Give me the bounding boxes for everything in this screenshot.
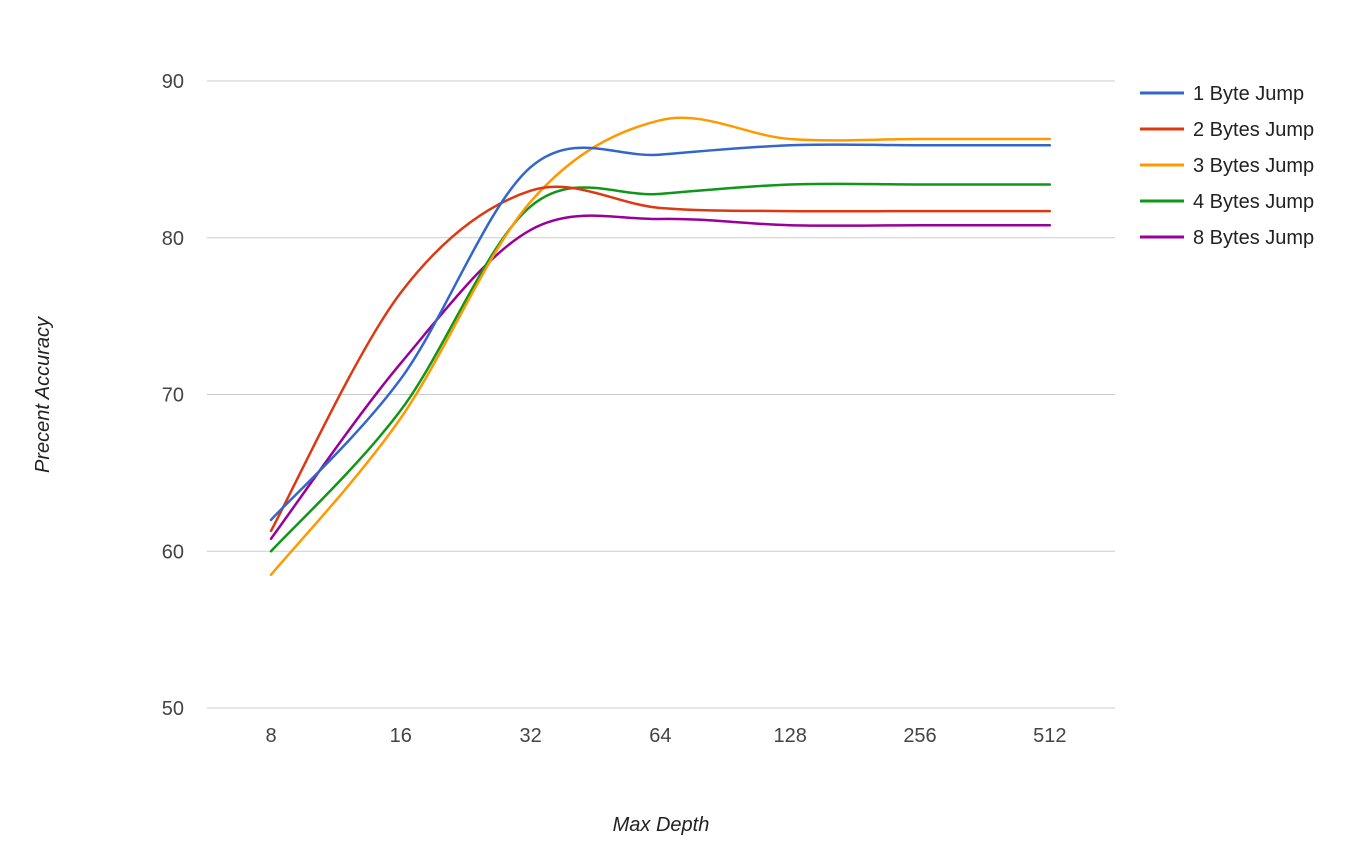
legend-label: 2 Bytes Jump	[1193, 119, 1314, 141]
series-line-3-bytes-jump	[271, 118, 1050, 575]
series-line-2-bytes-jump	[271, 187, 1050, 531]
y-tick-label: 70	[162, 385, 184, 407]
gridlines	[207, 81, 1115, 708]
x-tick-label: 512	[1033, 725, 1066, 747]
series-line-8-bytes-jump	[271, 216, 1050, 539]
x-axis-title: Max Depth	[613, 814, 710, 836]
legend-label: 4 Bytes Jump	[1193, 191, 1314, 213]
x-tick-label: 128	[774, 725, 807, 747]
x-tick-label: 256	[903, 725, 936, 747]
x-tick-label: 16	[390, 725, 412, 747]
x-tick-label: 32	[519, 725, 541, 747]
y-tick-label: 90	[162, 71, 184, 93]
y-axis-title: Precent Accuracy	[32, 316, 54, 473]
x-tick-label: 64	[649, 725, 671, 747]
series-lines	[271, 118, 1050, 575]
y-tick-label: 50	[162, 698, 184, 720]
x-tick-label: 8	[265, 725, 276, 747]
legend-label: 3 Bytes Jump	[1193, 155, 1314, 177]
y-tick-label: 80	[162, 228, 184, 250]
legend: 1 Byte Jump 2 Bytes Jump 3 Bytes Jump 4 Byt…	[1140, 83, 1314, 249]
x-axis-ticks: 8 16 32 64 128 256 512	[265, 725, 1066, 747]
legend-label: 8 Bytes Jump	[1193, 227, 1314, 249]
y-axis-ticks: 50 60 70 80 90	[162, 71, 184, 720]
y-tick-label: 60	[162, 541, 184, 563]
series-line-1-byte-jump	[271, 145, 1050, 520]
legend-label: 1 Byte Jump	[1193, 83, 1304, 105]
series-line-4-bytes-jump	[271, 184, 1050, 551]
